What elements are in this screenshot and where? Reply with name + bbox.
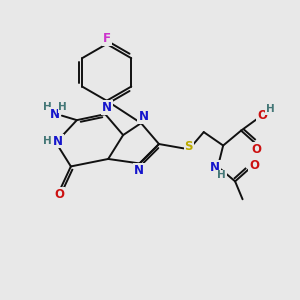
Text: S: S	[184, 140, 193, 153]
Text: H: H	[217, 170, 226, 180]
Text: H: H	[44, 102, 52, 112]
Text: F: F	[103, 32, 111, 45]
Text: H: H	[43, 136, 52, 146]
Text: H: H	[266, 104, 274, 114]
Text: H: H	[58, 102, 67, 112]
Text: O: O	[251, 142, 261, 156]
Text: N: N	[134, 164, 144, 176]
Text: N: N	[102, 101, 112, 114]
Text: N: N	[53, 134, 63, 148]
Text: O: O	[249, 159, 259, 172]
Text: O: O	[257, 109, 267, 122]
Text: N: N	[210, 161, 220, 174]
Text: O: O	[54, 188, 64, 201]
Text: N: N	[138, 110, 148, 123]
Text: N: N	[50, 108, 59, 121]
